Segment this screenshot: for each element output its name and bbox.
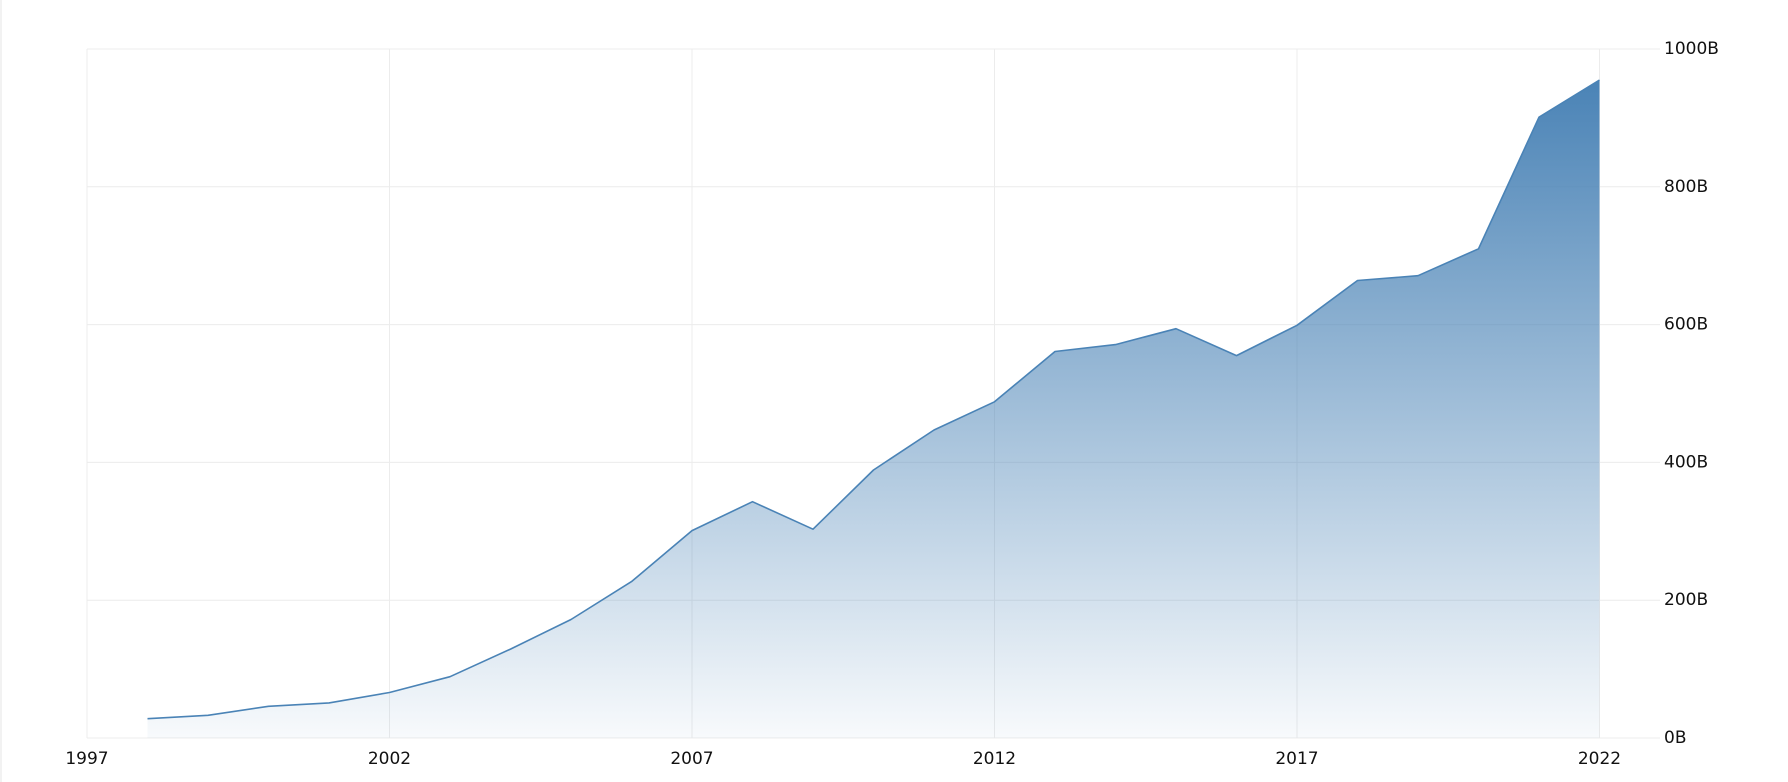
y-tick-label: 400B (1664, 452, 1708, 472)
y-tick-label: 0B (1664, 728, 1686, 748)
x-tick-label: 2002 (368, 749, 411, 769)
y-tick-label: 200B (1664, 590, 1708, 610)
line (147, 79, 1600, 720)
x-tick-label: 2007 (670, 749, 713, 769)
x-tick-label: 2017 (1275, 749, 1318, 769)
x-tick-label: 2022 (1578, 749, 1621, 769)
area (147, 80, 1600, 738)
y-tick-label: 1000B (1664, 39, 1719, 59)
y-tick-label: 800B (1664, 177, 1708, 197)
x-tick-label: 2012 (973, 749, 1016, 769)
y-tick-label: 600B (1664, 315, 1708, 335)
x-tick-label: 1997 (65, 749, 108, 769)
